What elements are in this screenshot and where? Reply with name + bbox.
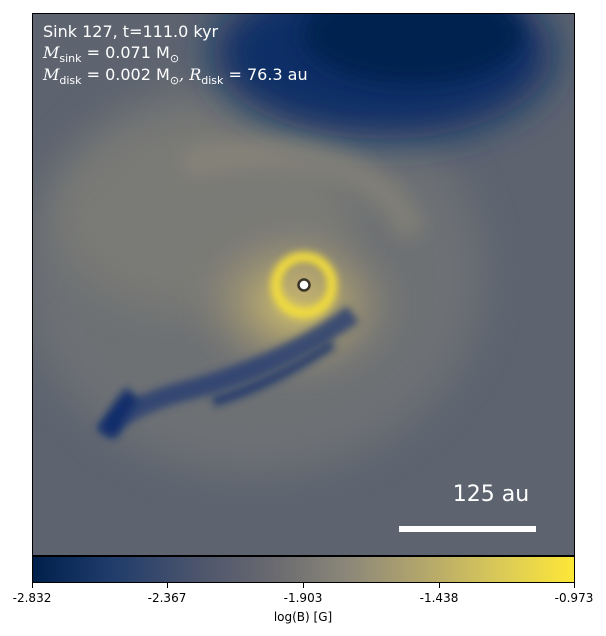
- scale-bar: [399, 526, 536, 532]
- colorbar-tick: [303, 583, 304, 588]
- sink-mass-line: Msink = 0.071 M⊙: [43, 43, 180, 66]
- colorbar-tick-label: -0.973: [554, 591, 594, 605]
- sink-info-line: Sink 127, t=111.0 kyr: [43, 22, 219, 41]
- colorbar-tick-label: -1.438: [419, 591, 459, 605]
- colorbar-tick: [574, 583, 575, 588]
- colorbar-tick-label: -1.903: [283, 591, 323, 605]
- scale-bar-label: 125 au: [452, 482, 530, 507]
- colorbar-tick-label: -2.832: [12, 591, 52, 605]
- colorbar-tick-label: -2.367: [147, 591, 187, 605]
- colorbar-label: log(B) [G]: [273, 610, 333, 624]
- colorbar-tick: [167, 583, 168, 588]
- colorbar-tick: [32, 583, 33, 588]
- sink-marker: [297, 278, 311, 292]
- colorbar: [32, 556, 575, 583]
- magnetic-field-map: Sink 127, t=111.0 kyr Msink = 0.071 M⊙ M…: [32, 13, 575, 556]
- disk-info-line: Mdisk = 0.002 M⊙, Rdisk = 76.3 au: [43, 65, 308, 88]
- field-image: [33, 14, 574, 555]
- colorbar-tick: [439, 583, 440, 588]
